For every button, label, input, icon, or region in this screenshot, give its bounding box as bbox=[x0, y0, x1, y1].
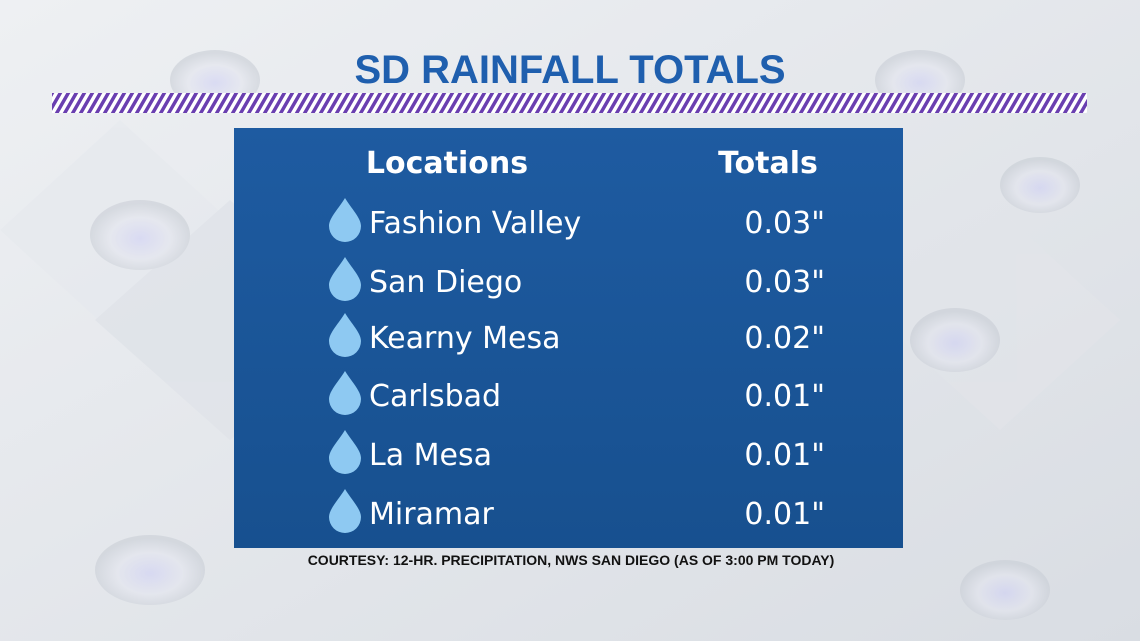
total: 0.01" bbox=[744, 438, 825, 473]
drop-icon bbox=[329, 198, 361, 242]
total: 0.03" bbox=[744, 206, 825, 241]
total: 0.02" bbox=[744, 321, 825, 356]
location: Miramar bbox=[369, 497, 495, 532]
column-header: Totals bbox=[718, 146, 818, 181]
stripe bbox=[52, 93, 1087, 113]
column-header: Locations bbox=[366, 146, 528, 181]
location: Kearny Mesa bbox=[369, 321, 560, 356]
drop-icon bbox=[329, 257, 361, 301]
drop-icon bbox=[329, 430, 361, 474]
location: Fashion Valley bbox=[369, 206, 581, 241]
drop-icon bbox=[329, 371, 361, 415]
footer-note: COURTESY: 12-HR. PRECIPITATION, NWS SAN … bbox=[308, 552, 835, 568]
drop-icon bbox=[329, 313, 361, 357]
table-rows: Fashion Valley 0.03" San Diego 0.03" Kearny … bbox=[329, 198, 825, 533]
location: Carlsbad bbox=[369, 379, 501, 414]
location: San Diego bbox=[369, 265, 522, 300]
total: 0.01" bbox=[744, 379, 825, 414]
total: 0.01" bbox=[744, 497, 825, 532]
total: 0.03" bbox=[744, 265, 825, 300]
location: La Mesa bbox=[369, 438, 492, 473]
title: SD RAINFALL TOTALS bbox=[354, 48, 785, 92]
drop-icon bbox=[329, 489, 361, 533]
